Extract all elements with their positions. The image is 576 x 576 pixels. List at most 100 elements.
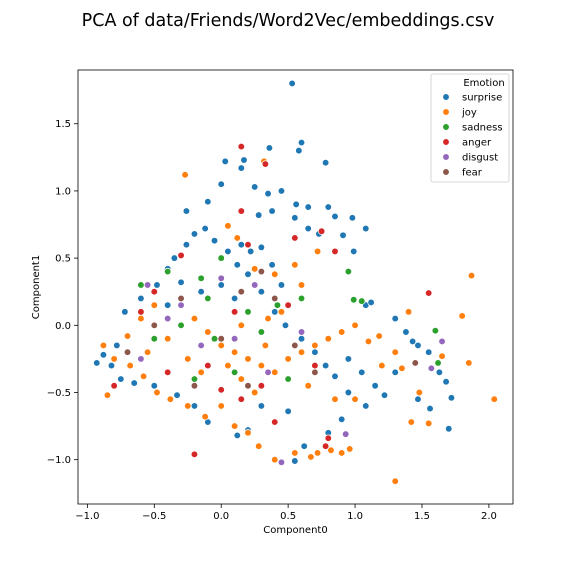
point-joy-2 (490, 395, 498, 403)
point-surprise-9 (251, 183, 259, 191)
legend-label-disgust: disgust (462, 153, 498, 164)
point-joy-50 (324, 335, 332, 343)
point-joy-67 (304, 382, 312, 390)
x-tick-label: 1.5 (414, 511, 430, 522)
point-joy-22 (271, 456, 279, 464)
series-disgust (137, 274, 446, 467)
point-surprise-90 (230, 294, 239, 303)
point-joy-30 (153, 388, 161, 397)
point-surprise-16 (331, 212, 339, 221)
point-joy-73 (184, 355, 192, 363)
point-joy-45 (257, 361, 266, 370)
point-joy-24 (244, 429, 252, 437)
x-tick-label: 0.0 (213, 511, 229, 522)
point-anger-15 (311, 361, 319, 370)
point-joy-4 (458, 312, 466, 320)
point-joy-58 (313, 247, 322, 256)
point-joy-53 (291, 261, 299, 269)
point-joy-59 (297, 281, 306, 289)
point-joy-0 (181, 171, 189, 179)
x-tick-label: −1.0 (75, 511, 99, 522)
point-joy-43 (230, 348, 239, 356)
y-axis-ticks: −1.0 −0.5 0.0 0.5 1.0 1.5 (47, 119, 78, 466)
point-sadness-16 (164, 267, 172, 276)
point-joy-19 (313, 449, 322, 457)
point-surprise-83 (344, 355, 353, 363)
x-tick-label: 2.0 (481, 511, 497, 522)
point-disgust-0 (277, 458, 286, 467)
point-surprise-5 (240, 156, 248, 164)
point-disgust-4 (143, 281, 152, 289)
point-sadness-3 (431, 327, 440, 335)
legend: Emotion surprise joy sadness anger disgust fe… (430, 73, 510, 183)
point-joy-72 (197, 368, 205, 376)
point-fear-10 (123, 348, 132, 356)
point-joy-68 (331, 395, 339, 403)
point-joy-56 (233, 234, 241, 242)
point-sadness-11 (217, 254, 225, 262)
point-surprise-40 (391, 368, 399, 376)
point-joy-69 (378, 361, 386, 370)
point-joy-66 (237, 375, 245, 383)
point-surprise-71 (201, 224, 209, 233)
point-joy-7 (415, 388, 423, 397)
point-fear-5 (150, 321, 158, 329)
point-anger-7 (317, 227, 326, 235)
series-sadness (137, 254, 442, 383)
point-joy-41 (204, 328, 212, 336)
point-surprise-38 (445, 425, 453, 433)
y-tick-label: 1.5 (55, 119, 71, 130)
legend-entries: surprise joy sadness anger disgust fear (442, 93, 503, 179)
legend-title: Emotion (463, 78, 504, 89)
point-surprise-55 (190, 402, 199, 410)
legend-marker-surprise (442, 93, 450, 101)
point-disgust-7 (137, 355, 145, 363)
legend-label-anger: anger (462, 138, 492, 149)
point-disgust-5 (177, 301, 185, 309)
point-anger-20 (237, 207, 245, 215)
point-surprise-57 (150, 382, 158, 390)
x-tick-label: −0.5 (142, 511, 166, 522)
x-axis-ticks: −1.0 −0.5 0.0 0.5 1.0 1.5 2.0 (75, 504, 497, 522)
point-surprise-34 (435, 368, 444, 376)
point-joy-9 (391, 477, 399, 485)
plot-frame (77, 69, 514, 505)
point-sadness-13 (137, 281, 145, 289)
point-surprise-79 (297, 335, 306, 343)
point-disgust-13 (217, 274, 225, 282)
legend-marker-sadness (442, 123, 450, 131)
point-surprise-69 (182, 241, 191, 249)
point-disgust-2 (438, 337, 446, 346)
point-joy-44 (244, 355, 252, 363)
point-joy-29 (166, 395, 175, 403)
point-fear-9 (291, 341, 299, 350)
point-surprise-85 (257, 243, 266, 252)
point-surprise-63 (113, 341, 121, 350)
point-surprise-37 (426, 404, 434, 413)
point-joy-23 (255, 442, 263, 450)
legend-label-surprise: surprise (462, 93, 502, 104)
point-joy-12 (391, 348, 399, 356)
point-joy-74 (261, 341, 270, 350)
point-surprise-89 (217, 281, 225, 289)
point-surprise-21 (291, 214, 299, 222)
point-anger-12 (284, 301, 292, 309)
point-surprise-15 (324, 203, 332, 211)
point-joy-5 (465, 359, 473, 367)
point-joy-64 (143, 348, 152, 356)
legend-marker-anger (442, 138, 450, 146)
point-sadness-0 (344, 267, 353, 276)
point-surprise-22 (255, 211, 263, 219)
point-surprise-26 (350, 247, 358, 256)
point-surprise-51 (284, 407, 292, 415)
point-surprise-41 (380, 391, 389, 399)
point-anger-10 (331, 247, 339, 256)
point-joy-47 (284, 355, 292, 363)
point-sadness-15 (297, 294, 306, 303)
point-disgust-9 (297, 328, 306, 336)
point-surprise-70 (190, 230, 199, 238)
point-surprise-72 (210, 236, 219, 245)
point-joy-40 (190, 314, 199, 323)
point-joy-37 (137, 314, 145, 323)
point-sadness-5 (273, 301, 282, 309)
